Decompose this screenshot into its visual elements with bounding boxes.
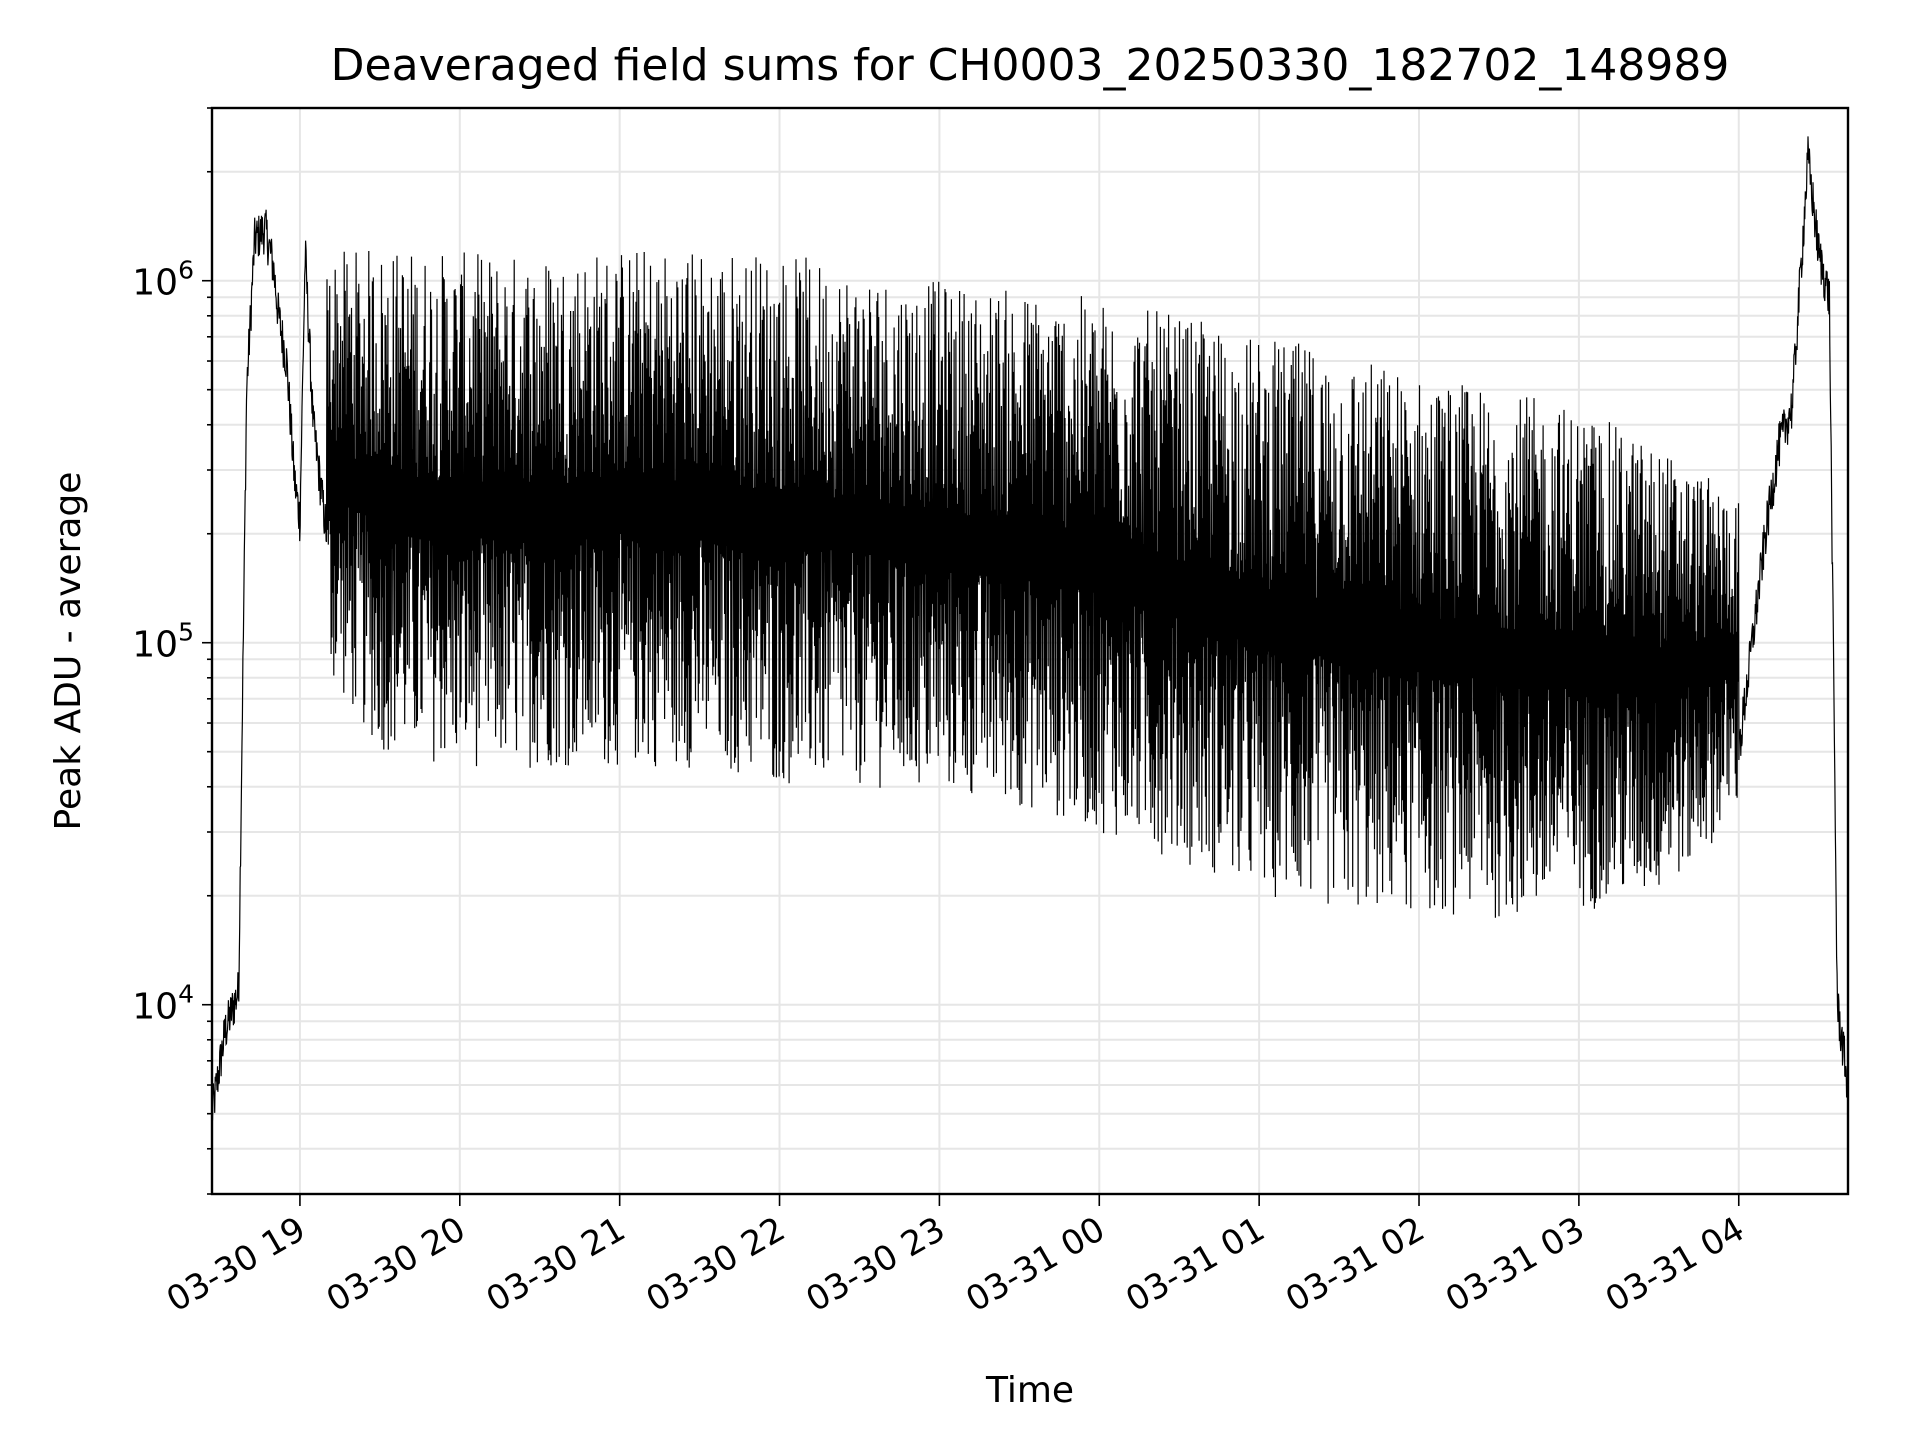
y-tick-label: 106 [132,256,194,304]
plot-frame [210,106,1850,1196]
x-axis-label: Time [985,1370,1074,1411]
chart-title: Deaveraged field sums for CH0003_2025033… [331,40,1730,91]
series-line [211,136,1849,1121]
y-tick-label: 104 [132,980,194,1028]
y-axis-label: Peak ADU - average [48,472,89,831]
plot-area [211,136,1849,1121]
y-tick-label: 105 [132,618,194,666]
y-axis-ticks: 104 105 106 [132,107,212,1195]
